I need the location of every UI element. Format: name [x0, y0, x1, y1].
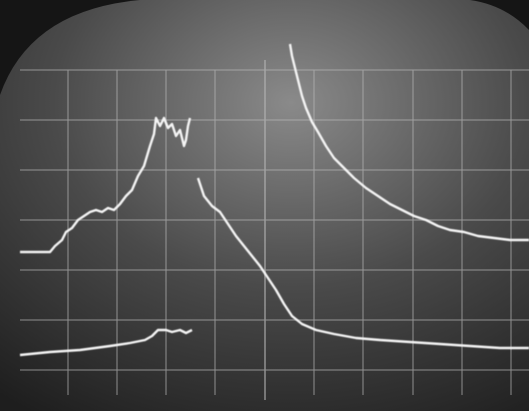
oscilloscope-photo — [0, 0, 529, 411]
page — [0, 0, 529, 411]
